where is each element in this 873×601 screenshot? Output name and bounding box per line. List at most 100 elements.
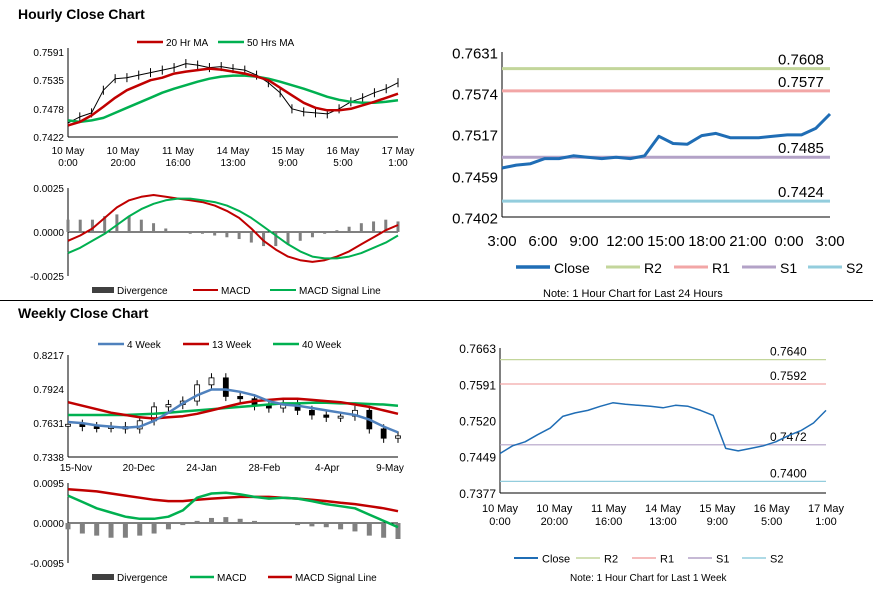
hourly-24h-level-label-s2: 0.7424 [778, 184, 824, 201]
hourly-macd-divergence-bar [188, 232, 192, 234]
weekly-macd-divergence-bar [79, 523, 85, 534]
hourly-price-y-tick: 0.7591 [33, 48, 64, 59]
hourly-20hr-ma-line [67, 67, 399, 127]
hourly-24h-level-label-r1: 0.7577 [778, 74, 824, 91]
weekly-price-candle-body [208, 377, 215, 386]
weekly-price-x-tick: 24-Jan [186, 463, 217, 474]
weekly-macd-y-tick: -0.0095 [30, 559, 64, 570]
hourly-24h-y-tick: 0.7574 [452, 87, 498, 104]
hourly-price-x-tick: 15 May [272, 146, 305, 157]
weekly-1w-level-label-r2: 0.7640 [770, 345, 807, 359]
weekly-1w-x-tick: 13:00 [649, 516, 677, 528]
hourly-price-x-tick: 16:00 [165, 158, 190, 169]
weekly-macd-divergence-bar [194, 520, 200, 523]
legend-divergence-swatch [92, 287, 114, 293]
weekly-price-candle-body [380, 428, 387, 439]
hourly-macd-divergence-bar [347, 226, 351, 232]
weekly-1w-x-tick: 5:00 [761, 516, 782, 528]
hourly-price-x-tick: 13:00 [220, 158, 245, 169]
weekly-price-y-tick: 0.8217 [33, 351, 64, 362]
weekly-macd-divergence-bar [151, 523, 157, 534]
hourly-24h-level-label-s1: 0.7485 [778, 140, 824, 157]
weekly-macd-divergence-bar [280, 523, 286, 524]
weekly-price-x-tick: 4-Apr [315, 463, 340, 474]
weekly-1w-x-tick: 16:00 [595, 516, 623, 528]
hourly-macd-divergence-bar [335, 230, 339, 232]
hourly-price-x-tick: 9:00 [278, 158, 298, 169]
legend-macd-label: MACD [221, 286, 250, 297]
hourly-price-x-tick: 10 May [107, 146, 140, 157]
hourly-macd-divergence-bar [103, 216, 107, 232]
hourly-24h-note: Note: 1 Hour Chart for Last 24 Hours [543, 288, 723, 300]
weekly-1w-x-tick: 14 May [645, 503, 682, 515]
weekly-1w-x-tick: 9:00 [707, 516, 728, 528]
hourly-24h-y-tick: 0.7459 [452, 169, 498, 186]
legend-20hr-ma-label: 20 Hr MA [166, 38, 209, 49]
hourly-macd-divergence-bar [359, 223, 363, 232]
hourly-macd-divergence-bar [200, 232, 204, 234]
hourly-price-x-tick: 14 May [217, 146, 250, 157]
weekly-price-candle-body [265, 405, 272, 409]
weekly-1w-x-tick: 17 May [808, 503, 845, 515]
legend-divergence-label: Divergence [117, 286, 168, 297]
weekly-price-candle-body [65, 423, 71, 427]
hourly-price-y-tick: 0.7478 [33, 105, 64, 116]
weekly-macd-divergence-bar [266, 523, 272, 524]
hourly-macd-divergence-bar [90, 219, 94, 232]
weekly-1w-x-tick: 11 May [591, 503, 627, 515]
weekly-1w-close-line [499, 402, 827, 455]
weekly-1w-level-label-s2: 0.7400 [770, 466, 807, 480]
hourly-macd-divergence-bar [213, 232, 217, 236]
hourly-macd-divergence-bar [384, 219, 388, 232]
weekly-1w-x-tick: 20:00 [541, 516, 569, 528]
weekly-price-candle-body [194, 384, 201, 402]
weekly-price-y-tick: 0.7338 [33, 453, 64, 464]
weekly-macd-divergence-bar [395, 523, 401, 539]
hourly-macd-divergence-bar [372, 221, 376, 232]
hourly-24h-x-tick: 6:00 [528, 233, 557, 250]
weekly-section-title: Weekly Close Chart [18, 305, 149, 321]
hourly-24h-legend-label-r1: R1 [712, 260, 730, 276]
hourly-24h-y-tick: 0.7631 [452, 46, 498, 63]
hourly-macd-divergence-bar [262, 232, 266, 247]
weekly-price-candle-body [165, 404, 172, 408]
weekly-1w-x-tick: 10 May [482, 503, 519, 515]
weekly-macd-divergence-bar [381, 523, 387, 538]
weekly-price-x-tick: 20-Dec [123, 463, 155, 474]
weekly-1w-y-tick: 0.7449 [459, 450, 496, 464]
weekly-macd-divergence-bar [223, 517, 229, 523]
weekly-macd-divergence-bar [180, 523, 186, 526]
hourly-macd-divergence-bar [66, 219, 70, 232]
weekly-price-candle-body [309, 409, 315, 416]
hourly-price-x-tick: 17 May [382, 146, 415, 157]
weekly-macd-divergence-bar [338, 523, 344, 530]
hourly-24h-x-tick: 0:00 [774, 233, 803, 250]
hourly-24h-x-tick: 3:00 [815, 233, 844, 250]
hourly-macd-divergence-bar [164, 228, 168, 232]
weekly-price-candle-body [395, 435, 401, 439]
hourly-24h-x-tick: 3:00 [487, 233, 516, 250]
weekly-price-y-tick: 0.7924 [33, 385, 64, 396]
hourly-24h-close-line [501, 112, 832, 170]
weekly-price-candle-body [93, 426, 100, 429]
hourly-macd-divergence-bar [274, 232, 278, 247]
hourly-price-y-tick: 0.7535 [33, 76, 64, 87]
weekly-1w-x-tick: 10 May [536, 503, 573, 515]
hourly-price-x-tick: 20:00 [110, 158, 135, 169]
hourly-macd-divergence-bar [139, 219, 143, 232]
hourly-macd-divergence-bar [152, 223, 156, 232]
weekly-macd-y-tick: 0.0000 [33, 519, 64, 530]
hourly-macd-divergence-bar [298, 232, 302, 241]
hourly-24h-legend-label-s1: S1 [780, 260, 797, 276]
weekly-macd-line [67, 491, 399, 529]
weekly-macd-divergence-bar [137, 523, 143, 536]
hourly-price-x-tick: 11 May [162, 146, 194, 157]
weekly-1w-y-tick: 0.7663 [459, 342, 496, 356]
weekly-macd-y-tick: 0.0095 [33, 479, 64, 490]
legend-13wk-label: 13 Week [212, 340, 252, 351]
weekly-macd-divergence-bar [252, 520, 258, 523]
hourly-macd-y-tick: -0.0025 [30, 272, 64, 283]
hourly-24h-x-tick: 15:00 [647, 233, 685, 250]
hourly-24h-x-tick: 21:00 [729, 233, 767, 250]
